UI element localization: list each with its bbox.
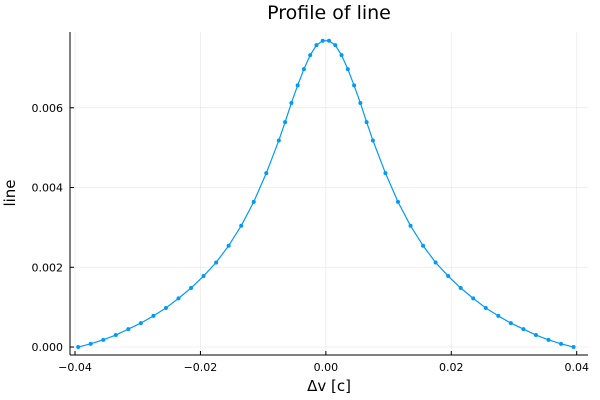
data-point <box>471 296 476 301</box>
y-tick-label: 0.000 <box>32 341 64 354</box>
data-point <box>76 345 81 350</box>
y-tick-label: 0.006 <box>32 102 64 115</box>
data-point <box>345 67 350 72</box>
x-tick-label: −0.02 <box>184 361 218 374</box>
data-point <box>239 223 244 228</box>
data-point <box>320 38 325 43</box>
data-point <box>138 321 143 326</box>
data-point <box>295 83 300 88</box>
data-point <box>289 100 294 105</box>
data-point <box>358 100 363 105</box>
x-tick-label: 0.04 <box>564 361 589 374</box>
data-point <box>301 67 306 72</box>
series-line <box>78 40 574 348</box>
data-point <box>151 313 156 318</box>
x-tick-label: 0.00 <box>314 361 339 374</box>
axes <box>69 32 588 356</box>
data-point <box>88 341 93 346</box>
data-point <box>446 274 451 279</box>
data-point <box>214 260 219 265</box>
data-point <box>383 171 388 176</box>
data-point <box>314 43 319 48</box>
data-point <box>189 286 194 291</box>
data-point <box>226 243 231 248</box>
data-point <box>508 321 513 326</box>
data-point <box>327 38 331 43</box>
grid <box>70 32 588 355</box>
data-point <box>176 296 181 301</box>
x-axis-label: Δv [c] <box>307 377 351 395</box>
data-point <box>395 199 400 204</box>
data-point <box>370 138 375 143</box>
ticks: −0.04 −0.02 0.00 0.02 0.04 0.000 0.002 0.004 0.0… <box>32 102 589 374</box>
data-point <box>283 120 288 125</box>
data-point <box>408 223 413 228</box>
data-point <box>364 120 369 125</box>
data-point <box>559 341 564 346</box>
data-point <box>571 345 576 350</box>
data-point <box>251 199 256 204</box>
data-point <box>483 305 488 310</box>
data-point <box>163 305 168 310</box>
data-point <box>113 333 118 338</box>
data-point <box>546 337 551 342</box>
data-point <box>276 138 281 143</box>
data-point <box>126 327 131 332</box>
data-point <box>201 274 206 279</box>
data-point <box>339 53 344 58</box>
series-group <box>76 38 576 350</box>
y-tick-label: 0.004 <box>32 182 64 195</box>
x-tick-label: −0.04 <box>58 361 92 374</box>
data-point <box>533 333 538 338</box>
data-point <box>101 337 106 342</box>
data-point <box>352 83 357 88</box>
data-point <box>433 260 438 265</box>
chart-title: Profile of line <box>267 2 391 24</box>
data-point <box>421 243 426 248</box>
y-tick-label: 0.002 <box>32 261 64 274</box>
data-point <box>308 53 313 58</box>
data-point <box>496 313 501 318</box>
data-point <box>458 286 463 291</box>
data-point <box>264 171 269 176</box>
x-tick-label: 0.02 <box>439 361 464 374</box>
data-point <box>333 43 338 48</box>
y-axis-label: line <box>1 179 19 206</box>
data-point <box>521 327 526 332</box>
